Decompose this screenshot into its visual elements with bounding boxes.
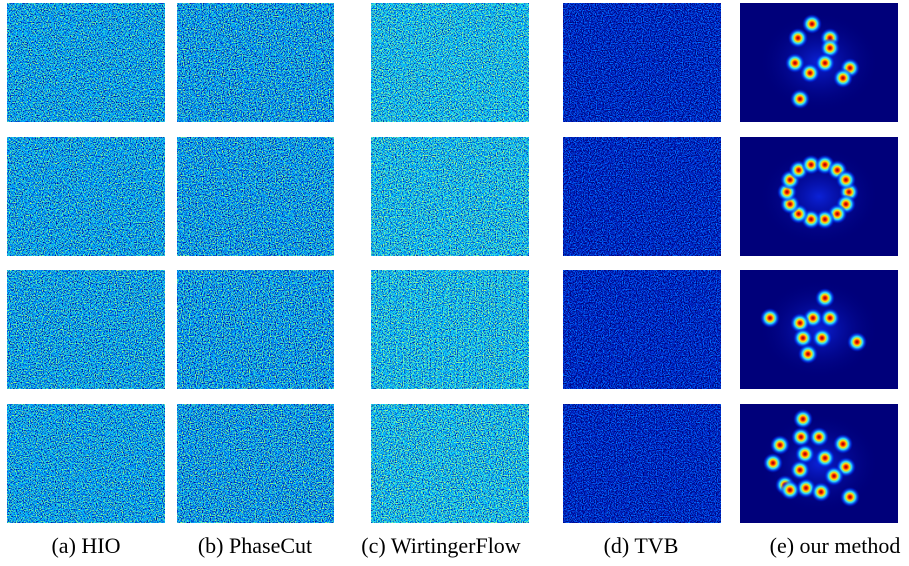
bright-spot	[840, 487, 860, 507]
image-panel	[563, 270, 721, 389]
image-panel	[7, 3, 165, 122]
image-panel	[371, 137, 529, 256]
image-panel	[177, 404, 334, 523]
bright-spot	[802, 14, 822, 34]
caption: (d) TVB	[604, 533, 679, 558]
bright-spot	[833, 434, 853, 454]
image-panel	[7, 404, 165, 523]
bright-spot	[824, 466, 844, 486]
captions: (a) HIO (b) PhaseCut (c) WirtingerFlow (d) …	[51, 533, 900, 558]
bright-spot	[791, 427, 811, 447]
bright-spot	[793, 328, 813, 348]
bright-spot	[820, 308, 840, 328]
bright-spot	[780, 480, 800, 500]
image-panel	[371, 270, 529, 389]
bright-spot	[812, 328, 832, 348]
bright-spot	[790, 460, 810, 480]
bright-spot	[815, 53, 835, 73]
bright-spot	[835, 169, 856, 190]
bright-spot	[811, 482, 831, 502]
bright-spot	[796, 478, 816, 498]
bright-spot	[833, 68, 853, 88]
caption: (a) HIO	[51, 533, 120, 558]
bright-spot	[760, 308, 780, 328]
bright-spot	[814, 209, 835, 230]
image-panel	[563, 3, 721, 122]
bright-spot	[809, 427, 829, 447]
image-panel	[371, 3, 529, 122]
caption: (c) WirtingerFlow	[361, 533, 521, 558]
bright-spot	[815, 288, 835, 308]
image-panel	[563, 137, 721, 256]
caption: (b) PhaseCut	[198, 533, 312, 558]
bright-spot	[793, 409, 813, 429]
bright-spot	[788, 28, 808, 48]
caption: (e) our method	[770, 533, 901, 558]
bright-spot	[801, 154, 822, 175]
bright-spot	[795, 444, 815, 464]
bright-spot	[790, 313, 810, 333]
bright-spot	[770, 435, 790, 455]
bright-spot	[847, 332, 867, 352]
bright-spot	[790, 89, 810, 109]
bright-spot	[798, 344, 818, 364]
image-panel	[177, 137, 334, 256]
bright-spot	[815, 448, 835, 468]
image-panel	[563, 404, 721, 523]
image-panel	[177, 3, 334, 122]
image-panel	[7, 270, 165, 389]
bright-spot	[785, 53, 805, 73]
bright-spot	[763, 453, 783, 473]
image-panel	[371, 404, 529, 523]
image-panel	[7, 137, 165, 256]
bright-spot	[800, 63, 820, 83]
image-panel	[177, 270, 334, 389]
panels	[7, 3, 898, 523]
